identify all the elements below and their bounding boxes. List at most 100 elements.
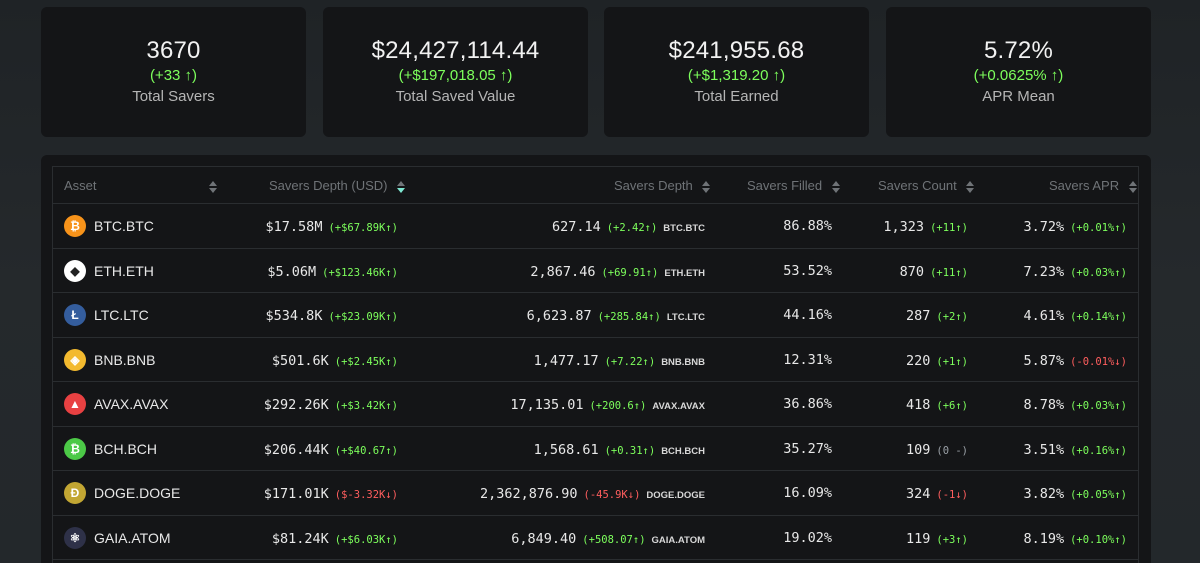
filled-value: 19.02% [783,529,832,546]
filled-value: 53.52% [783,262,832,279]
sort-icon[interactable] [831,180,841,194]
count-delta: (+1↑) [936,355,968,368]
depth-delta: (+2.42↑) [606,222,658,234]
count-value: 287 [906,308,931,324]
depth-value: 1,477.17 [533,352,599,369]
column-header-label: Savers Count [878,178,957,193]
table-row[interactable]: ₿ BCH.BCH $206.44K (+$40.67↑) 1,568.61 (+0… [53,427,1138,471]
depth-value: 627.14 [551,219,601,235]
depth-usd-delta: (+$23.09K↑) [328,311,398,323]
column-header-depth[interactable]: Savers Depth [614,167,711,204]
apr-cell: 8.78% (+0.03%↑) [1023,382,1127,426]
sort-icon[interactable] [965,180,975,194]
table-row[interactable]: ◆ ETH.ETH $5.06M (+$123.46K↑) 2,867.46 (+6… [53,249,1138,293]
depth-chain-label: BNB.BNB [661,356,705,368]
filled-value: 36.86% [783,396,832,412]
filled-value: 16.09% [783,485,832,501]
apr-value: 3.51% [1023,441,1065,458]
stat-value: $24,427,114.44 [371,37,540,64]
column-header-asset[interactable]: Asset [64,167,218,204]
depth-usd-delta: (+$6.03K↑) [334,533,398,546]
apr-cell: 5.87% (-0.01%↓) [1023,338,1127,382]
apr-cell: 4.61% (+0.14%↑) [1023,293,1127,337]
stat-card-total-saved-value: $24,427,114.44 (+$197,018.05 ↑) Total Sa… [323,7,588,137]
column-header-depth-usd[interactable]: Savers Depth (USD) [269,167,406,204]
depth-value: 17,135.01 [510,397,584,413]
column-header-label: Savers Depth (USD) [269,178,388,193]
asset-name[interactable]: BCH.BCH [94,440,158,457]
count-cell: 1,323 (+11↑) [883,204,968,248]
depth-chain-label: BTC.BTC [663,223,705,234]
depth-value: 6,623.87 [526,308,592,324]
apr-delta: (+0.05%↑) [1070,489,1127,501]
count-delta: (+11↑) [930,266,968,279]
asset-name[interactable]: BTC.BTC [94,218,154,234]
depth-chain-label: ETH.ETH [664,267,705,279]
asset-name[interactable]: DOGE.DOGE [94,485,181,501]
filled-value: 86.88% [783,218,832,234]
table-header: Asset Savers Depth (USD) Savers Depth Sa… [53,167,1138,204]
filled-value: 44.16% [783,307,832,323]
filled-value: 35.27% [783,440,832,457]
stat-value: 3670 [146,37,201,64]
apr-delta: (+0.01%↑) [1070,222,1127,234]
table-row[interactable]: ₿ BTC.BTC $17.58M (+$67.89K↑) 627.14 (+2.4… [53,204,1138,249]
depth-usd-value: $81.24K [271,530,329,547]
column-header-filled[interactable]: Savers Filled [747,167,841,204]
sort-icon[interactable] [208,180,218,194]
depth-usd-value: $292.26K [263,397,329,413]
depth-cell: 2,362,876.90 (-45.9K↓) DOGE.DOGE [480,471,705,515]
depth-usd-delta: ($-3.32K↓) [334,489,398,501]
avax-icon: ▲ [64,393,86,415]
depth-usd-value: $5.06M [267,263,317,280]
table-row[interactable]: ⚛ GAIA.ATOM $81.24K (+$6.03K↑) 6,849.40 (+… [53,516,1138,560]
table-body: ₿ BTC.BTC $17.58M (+$67.89K↑) 627.14 (+2.4… [53,204,1138,560]
apr-delta: (+0.10%↑) [1070,533,1127,546]
savers-table-panel: Asset Savers Depth (USD) Savers Depth Sa… [41,155,1151,563]
table-row[interactable]: ▲ AVAX.AVAX $292.26K (+$3.42K↑) 17,135.01… [53,382,1138,427]
depth-value: 6,849.40 [511,530,577,547]
depth-usd-value: $534.8K [265,308,323,324]
sort-icon[interactable] [701,180,711,194]
depth-usd-cell: $17.58M (+$67.89K↑) [266,204,398,248]
depth-usd-cell: $81.24K (+$6.03K↑) [272,516,398,560]
apr-delta: (+0.03%↑) [1070,400,1127,412]
depth-chain-label: GAIA.ATOM [651,534,705,546]
sort-descending-icon[interactable] [396,180,406,194]
asset-name[interactable]: GAIA.ATOM [94,529,171,546]
depth-usd-cell: $292.26K (+$3.42K↑) [264,382,398,426]
table-row[interactable]: Ð DOGE.DOGE $171.01K ($-3.32K↓) 2,362,876… [53,471,1138,516]
depth-usd-cell: $5.06M (+$123.46K↑) [267,249,398,293]
depth-cell: 1,568.61 (+0.31↑) BCH.BCH [534,427,705,471]
count-value: 418 [906,397,931,413]
apr-cell: 7.23% (+0.03%↑) [1023,249,1127,293]
depth-cell: 627.14 (+2.42↑) BTC.BTC [552,204,705,248]
count-cell: 220 (+1↑) [906,338,968,382]
table-row[interactable]: ◈ BNB.BNB $501.6K (+$2.45K↑) 1,477.17 (+7.… [53,338,1138,382]
column-header-apr[interactable]: Savers APR [1049,167,1138,204]
column-header-label: Asset [64,178,97,193]
apr-value: 7.23% [1023,263,1065,280]
depth-usd-cell: $206.44K (+$40.67↑) [264,427,398,471]
asset-name[interactable]: AVAX.AVAX [94,396,169,412]
depth-chain-label: DOGE.DOGE [646,490,705,501]
asset-name[interactable]: BNB.BNB [94,351,156,368]
apr-cell: 3.82% (+0.05%↑) [1023,471,1127,515]
count-value: 324 [906,486,931,502]
depth-usd-cell: $501.6K (+$2.45K↑) [272,338,398,382]
asset-name[interactable]: LTC.LTC [94,307,149,323]
asset-name[interactable]: ETH.ETH [94,262,154,279]
depth-delta: (+285.84↑) [597,311,661,323]
depth-value: 2,362,876.90 [479,486,578,502]
depth-chain-label: AVAX.AVAX [652,401,705,412]
stat-card-apr-mean: 5.72% (+0.0625% ↑) APR Mean [886,7,1151,137]
table-row[interactable]: Ł LTC.LTC $534.8K (+$23.09K↑) 6,623.87 (+2… [53,293,1138,338]
sort-icon[interactable] [1128,180,1138,194]
column-header-count[interactable]: Savers Count [878,167,975,204]
stat-label: Total Earned [694,88,779,105]
count-value: 870 [899,263,925,280]
apr-delta: (+0.03%↑) [1070,266,1127,279]
depth-chain-label: BCH.BCH [661,445,705,457]
apr-value: 4.61% [1023,308,1065,324]
depth-delta: (+69.91↑) [601,266,659,279]
